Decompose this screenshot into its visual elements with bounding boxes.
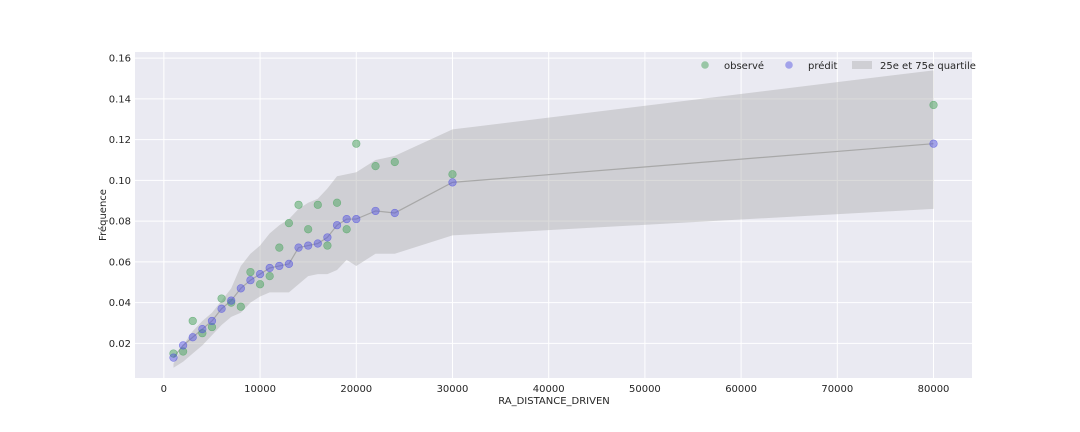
observed-point-8 xyxy=(246,267,255,277)
predicted-point-19 xyxy=(352,214,361,224)
predicted-point-23 xyxy=(929,139,938,148)
x-tick-label-3: 30000 xyxy=(437,384,469,395)
predicted-point-2 xyxy=(188,333,197,342)
x-tick-label-4: 40000 xyxy=(533,384,565,395)
predicted-point-13 xyxy=(294,243,303,252)
observed-point-6 xyxy=(227,298,236,307)
x-tick-label-1: 10000 xyxy=(244,384,276,395)
predicted-point-12 xyxy=(284,259,294,269)
quartile-band xyxy=(173,70,934,368)
observed-point-17 xyxy=(332,198,342,207)
predicted-line xyxy=(173,143,934,359)
observed-point-5 xyxy=(217,294,226,303)
observed-point-12 xyxy=(284,219,294,228)
data-points xyxy=(169,100,938,362)
predicted-point-22 xyxy=(448,178,457,187)
predicted-point-4 xyxy=(207,316,217,326)
x-tick-label-5: 50000 xyxy=(629,384,661,395)
legend: observé prédit 25e et 75e quartile xyxy=(701,60,976,72)
observed-point-2 xyxy=(188,316,197,326)
predicted-point-3 xyxy=(198,325,207,334)
predicted-trend-line xyxy=(173,143,934,359)
observed-point-4 xyxy=(207,322,217,332)
predicted-point-10 xyxy=(265,263,274,273)
legend-observed-label: observé xyxy=(724,60,764,72)
x-tick-label-6: 60000 xyxy=(725,384,757,395)
observed-point-14 xyxy=(304,225,313,234)
observed-point-19 xyxy=(352,139,361,148)
observed-point-16 xyxy=(323,241,332,250)
observed-point-15 xyxy=(313,200,322,209)
predicted-point-16 xyxy=(323,233,332,242)
legend-predicted-marker xyxy=(785,61,793,69)
quartile-band-area xyxy=(173,70,934,368)
y-tick-label-0: 0.02 xyxy=(109,339,131,350)
observed-point-13 xyxy=(294,200,303,209)
legend-band-swatch xyxy=(852,61,872,69)
predicted-point-5 xyxy=(217,304,226,313)
x-tick-label-0: 0 xyxy=(161,384,167,395)
observed-point-18 xyxy=(342,225,351,234)
y-tick-label-4: 0.10 xyxy=(109,176,131,187)
y-tick-label-5: 0.12 xyxy=(109,135,131,146)
observed-point-21 xyxy=(390,157,399,167)
predicted-point-17 xyxy=(332,221,342,230)
y-axis-label: Fréquence xyxy=(97,189,109,241)
predicted-point-21 xyxy=(390,208,399,218)
predicted-point-7 xyxy=(236,284,245,293)
observed-point-9 xyxy=(255,280,265,289)
predicted-point-8 xyxy=(246,276,255,285)
y-tick-label-6: 0.14 xyxy=(109,94,131,105)
x-axis-label: RA_DISTANCE_DRIVEN xyxy=(498,396,610,407)
predicted-point-18 xyxy=(342,214,351,224)
tick-labels: 0 10000 20000 30000 40000 50000 60000 70000 8000… xyxy=(109,54,950,395)
x-tick-label-2: 20000 xyxy=(340,384,372,395)
predicted-point-15 xyxy=(313,239,322,248)
observed-point-10 xyxy=(265,272,274,281)
observed-point-22 xyxy=(448,170,457,179)
legend-predicted-label: prédit xyxy=(808,60,838,72)
observed-point-1 xyxy=(179,347,188,356)
legend-observed-marker xyxy=(701,61,709,69)
observed-point-20 xyxy=(371,162,380,171)
predicted-point-11 xyxy=(275,261,284,271)
predicted-point-20 xyxy=(371,206,380,216)
y-tick-label-2: 0.06 xyxy=(109,257,131,268)
y-tick-label-3: 0.08 xyxy=(109,217,131,228)
predicted-point-14 xyxy=(304,241,313,250)
plot-background xyxy=(135,52,972,378)
y-tick-label-1: 0.04 xyxy=(109,298,131,309)
y-tick-label-7: 0.16 xyxy=(109,54,131,65)
x-tick-label-8: 80000 xyxy=(918,384,950,395)
predicted-point-6 xyxy=(227,296,236,305)
legend-band-label: 25e et 75e quartile xyxy=(880,61,976,72)
predicted-point-0 xyxy=(169,353,178,362)
x-tick-label-7: 70000 xyxy=(821,384,853,395)
observed-point-23 xyxy=(929,100,938,110)
predicted-point-9 xyxy=(255,269,265,279)
observed-point-11 xyxy=(275,243,284,252)
predicted-point-1 xyxy=(179,341,188,350)
observed-point-7 xyxy=(236,302,245,311)
